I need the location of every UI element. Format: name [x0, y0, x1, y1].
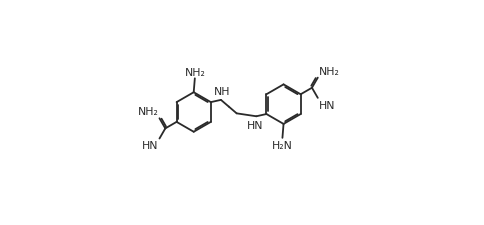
Text: NH₂: NH₂ — [184, 67, 205, 77]
Text: HN: HN — [142, 141, 159, 151]
Text: NH₂: NH₂ — [137, 107, 159, 117]
Text: H₂N: H₂N — [272, 140, 293, 150]
Text: NH: NH — [214, 86, 230, 96]
Text: HN: HN — [318, 100, 335, 110]
Text: NH₂: NH₂ — [318, 67, 340, 76]
Text: HN: HN — [247, 121, 263, 131]
